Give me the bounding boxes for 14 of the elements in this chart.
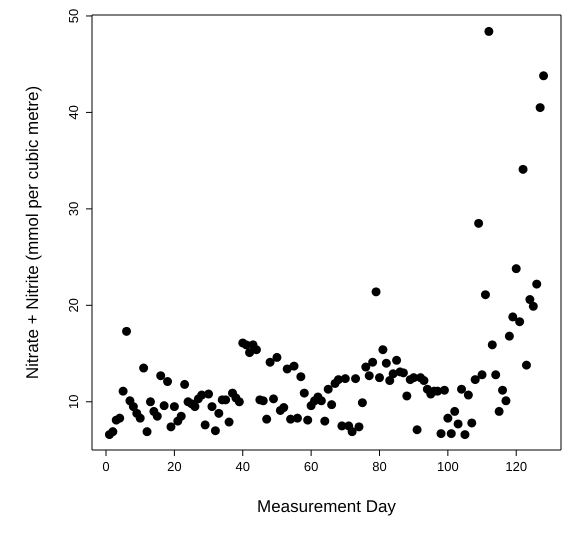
y-tick-label: 30 xyxy=(66,202,81,216)
x-tick-label: 0 xyxy=(102,459,110,474)
x-tick-label: 60 xyxy=(304,459,318,474)
y-tick-label: 40 xyxy=(66,105,81,120)
x-tick-label: 80 xyxy=(372,459,387,474)
y-tick-label: 10 xyxy=(66,394,81,410)
y-tick-label: 20 xyxy=(66,298,81,313)
x-tick-label: 20 xyxy=(167,459,182,474)
y-tick-label: 50 xyxy=(66,8,81,24)
x-tick-label: 40 xyxy=(236,459,250,474)
x-axis-title: Measurement Day xyxy=(257,497,396,516)
x-tick-label: 120 xyxy=(505,459,528,474)
x-tick-label: 100 xyxy=(437,459,459,474)
y-axis-title: Nitrate + Nitrite (mmol per cubic metre) xyxy=(23,86,42,380)
